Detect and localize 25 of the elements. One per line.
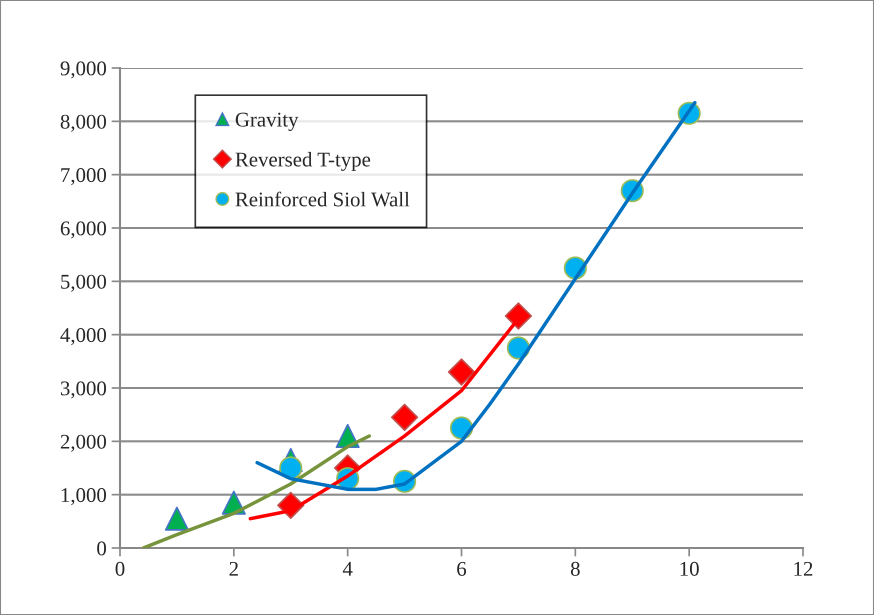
y-tick-label: 3,000	[60, 381, 106, 398]
line-series	[142, 434, 372, 548]
y-tick-label: 1,000	[62, 488, 106, 506]
x-tick-label: 6	[457, 562, 466, 576]
x-tick-label: 0	[116, 562, 124, 576]
legend-label: Reversed T-type	[235, 152, 370, 171]
y-tick-label: 5,000	[61, 274, 106, 292]
point	[164, 506, 189, 531]
y-tick-label: 6,000	[60, 221, 106, 238]
y-tick-label: 0	[97, 541, 106, 556]
x-tick-label: 10	[680, 562, 699, 576]
y-tick-label: 2,000	[60, 434, 106, 452]
y-tick-label: 8,000	[60, 114, 106, 132]
point	[504, 302, 532, 330]
x-tick-label: 2	[230, 562, 238, 576]
legend-label: Gravity	[236, 112, 298, 131]
x-tick-label: 12	[794, 562, 812, 576]
x-tick-label: 4	[342, 562, 353, 576]
point	[390, 404, 418, 431]
legend-label: Reinforced Siol Wall	[235, 192, 410, 207]
point	[448, 358, 476, 386]
y-tick-label: 7,000	[61, 168, 106, 186]
x-tick-label: 8	[570, 562, 580, 576]
y-tick-label: 4,000	[60, 328, 106, 346]
y-tick-label: 9,000	[60, 61, 106, 78]
